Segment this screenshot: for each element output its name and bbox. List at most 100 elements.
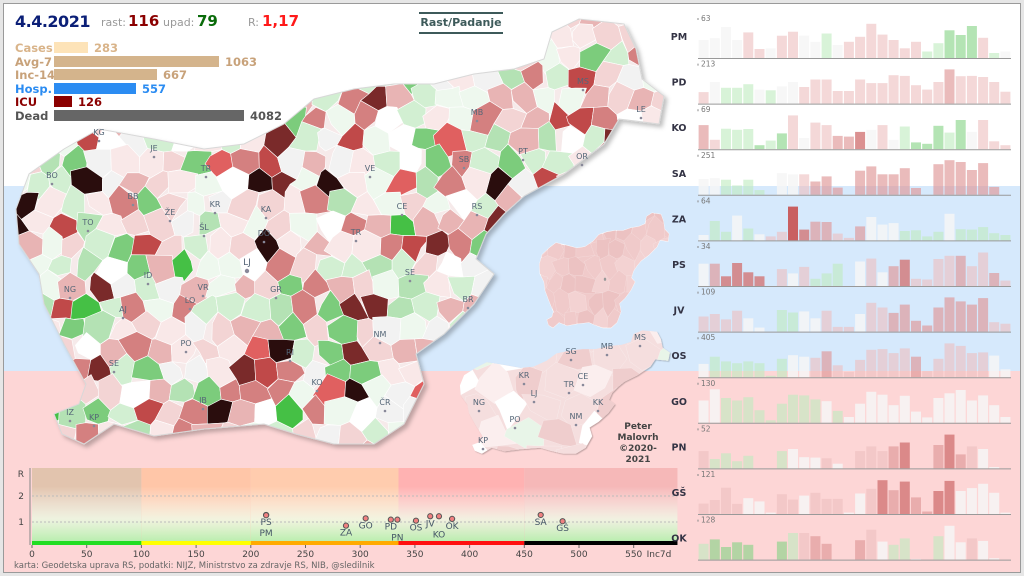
municipality[interactable] — [436, 418, 476, 453]
municipality[interactable] — [368, 41, 393, 74]
municipality[interactable] — [617, 147, 644, 176]
municipality[interactable] — [323, 17, 358, 49]
municipality[interactable] — [413, 45, 435, 74]
municipality[interactable] — [24, 422, 54, 448]
municipality[interactable] — [507, 338, 540, 363]
municipality[interactable] — [399, 436, 423, 466]
municipality[interactable] — [542, 190, 572, 214]
municipality[interactable] — [564, 311, 578, 334]
point-jv[interactable] — [427, 513, 434, 520]
municipality[interactable] — [544, 362, 580, 399]
municipality[interactable] — [461, 45, 492, 70]
municipality[interactable] — [602, 290, 620, 317]
municipality[interactable] — [574, 200, 597, 228]
municipality[interactable] — [423, 353, 453, 383]
point-pn[interactable] — [394, 516, 401, 523]
municipality[interactable] — [529, 310, 550, 333]
municipality[interactable] — [58, 317, 87, 340]
municipality[interactable] — [4, 381, 24, 406]
municipality[interactable] — [615, 184, 648, 216]
municipality[interactable] — [457, 332, 490, 360]
municipality[interactable] — [207, 436, 232, 469]
municipality[interactable] — [292, 39, 316, 76]
point-gš[interactable] — [559, 518, 566, 525]
municipality[interactable] — [27, 122, 55, 153]
municipality[interactable] — [621, 202, 644, 224]
municipality[interactable] — [196, 81, 223, 110]
point-za[interactable] — [342, 522, 350, 529]
municipality[interactable] — [414, 338, 440, 363]
municipality[interactable] — [384, 43, 418, 75]
municipality[interactable] — [651, 43, 679, 72]
municipality[interactable] — [84, 438, 115, 470]
municipality[interactable] — [573, 364, 613, 397]
municipality[interactable] — [602, 164, 636, 199]
municipality[interactable] — [300, 443, 330, 468]
municipality[interactable] — [378, 443, 405, 472]
municipality[interactable] — [556, 210, 585, 237]
municipality[interactable] — [142, 124, 177, 153]
municipality[interactable] — [349, 19, 382, 54]
municipality[interactable] — [633, 289, 651, 312]
municipality[interactable] — [483, 291, 513, 324]
municipality[interactable] — [47, 255, 72, 276]
municipality[interactable] — [218, 4, 248, 29]
municipality[interactable] — [578, 170, 611, 199]
municipality[interactable] — [183, 234, 209, 261]
municipality[interactable] — [646, 23, 672, 55]
municipality[interactable] — [49, 373, 77, 407]
municipality[interactable] — [495, 270, 525, 300]
municipality[interactable] — [505, 295, 536, 322]
municipality[interactable] — [433, 416, 461, 446]
municipality[interactable] — [640, 151, 665, 172]
point-ok[interactable] — [448, 515, 456, 522]
municipality[interactable] — [342, 38, 370, 70]
municipality[interactable] — [4, 295, 30, 319]
municipality[interactable] — [435, 338, 465, 368]
municipality[interactable] — [167, 169, 199, 194]
municipality[interactable] — [106, 443, 141, 472]
mode-toggle-button[interactable]: Rast/Padanje — [419, 12, 503, 34]
municipality[interactable] — [530, 274, 548, 301]
municipality[interactable] — [668, 360, 692, 385]
point-go[interactable] — [362, 515, 369, 522]
municipality[interactable] — [435, 372, 463, 406]
municipality[interactable] — [663, 276, 697, 298]
municipality[interactable] — [4, 338, 29, 369]
municipality[interactable] — [474, 414, 517, 448]
municipality[interactable] — [11, 317, 43, 340]
municipality[interactable] — [13, 440, 36, 468]
municipality[interactable] — [629, 372, 661, 404]
municipality[interactable] — [489, 250, 516, 282]
municipality[interactable] — [501, 232, 528, 260]
municipality[interactable] — [628, 124, 657, 152]
municipality[interactable] — [188, 444, 209, 465]
municipality[interactable] — [473, 310, 508, 349]
municipality[interactable] — [536, 323, 553, 349]
municipality[interactable] — [608, 200, 628, 228]
municipality[interactable] — [603, 128, 635, 151]
municipality[interactable] — [669, 185, 692, 215]
municipality[interactable] — [10, 270, 41, 303]
municipality[interactable] — [487, 45, 516, 70]
municipality[interactable] — [317, 44, 346, 72]
municipality[interactable] — [326, 443, 355, 471]
municipality[interactable] — [657, 306, 673, 336]
municipality[interactable] — [436, 39, 463, 74]
municipality[interactable] — [627, 4, 655, 33]
municipality[interactable] — [254, 437, 283, 471]
municipality[interactable] — [642, 369, 675, 398]
municipality[interactable] — [508, 209, 540, 239]
municipality[interactable] — [316, 4, 344, 29]
municipality[interactable] — [554, 214, 572, 242]
municipality[interactable] — [638, 275, 672, 302]
municipality[interactable] — [537, 418, 578, 448]
municipality[interactable] — [279, 441, 309, 472]
municipality[interactable] — [426, 395, 454, 430]
municipality[interactable] — [509, 4, 540, 29]
municipality[interactable] — [484, 337, 513, 367]
municipality[interactable] — [537, 255, 557, 280]
municipality[interactable] — [4, 125, 31, 159]
municipality[interactable] — [53, 334, 76, 368]
municipality[interactable] — [33, 441, 62, 471]
